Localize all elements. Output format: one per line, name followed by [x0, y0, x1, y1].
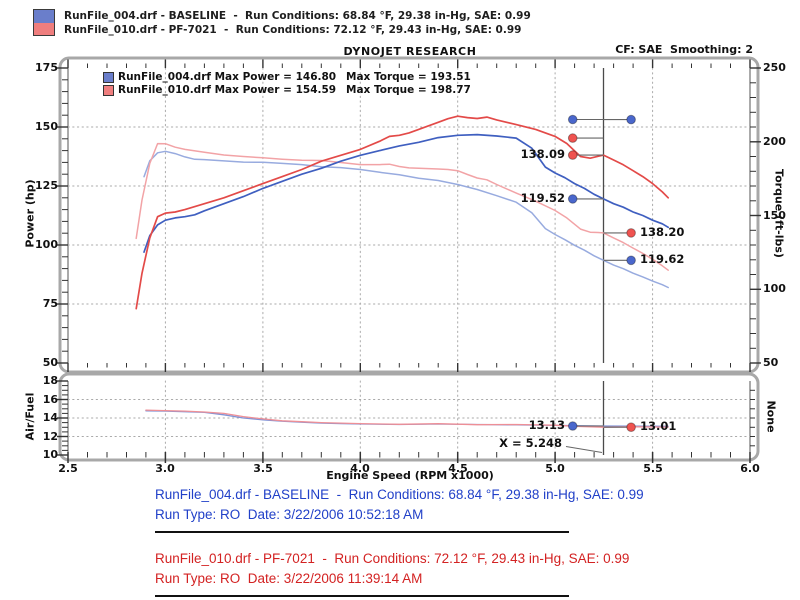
cursor-dot [626, 228, 636, 238]
power-axis-label: Power (hp) [23, 179, 37, 248]
max-values-row-2: RunFile_010.drf Max Power = 154.59 Max T… [103, 84, 471, 96]
engine-speed-axis-label: Engine Speed (RPM x1000) [326, 469, 494, 482]
run1-legend-swatch [103, 71, 114, 83]
run1-legend-line: RunFile_004.drf - BASELINE - Run Conditi… [64, 10, 531, 22]
torque-axis-label: Torque (ft-lbs) [772, 169, 786, 258]
runfile-004-drf-torque [143, 150, 669, 289]
divider [155, 595, 569, 597]
none-axis-label: None [764, 400, 778, 433]
runfile-010-drf-a-f [145, 409, 669, 428]
cursor-dot [567, 114, 578, 125]
runfile-004-drf-power [143, 133, 670, 253]
run1-details-line2: Run Type: RO Date: 3/22/2006 10:52:18 AM [155, 507, 424, 522]
correction-factor-label: CF: SAE Smoothing: 2 [615, 43, 753, 56]
cursor-dot [626, 422, 636, 433]
run2-max-power: RunFile_010.drf Max Power = 154.59 [118, 84, 337, 96]
run2-max-torque: Max Torque = 198.77 [346, 84, 471, 96]
max-values-legend: RunFile_004.drf Max Power = 146.80 Max T… [103, 71, 471, 97]
cursor-dot [567, 194, 578, 204]
run1-color [34, 10, 54, 23]
run2-legend-swatch [103, 84, 114, 96]
run2-color [34, 22, 54, 35]
run2-legend-line: RunFile_010.drf - PF-7021 - Run Conditio… [64, 24, 522, 36]
airfuel-axis-label: Air/Fuel [23, 392, 37, 441]
cursor-dot [626, 114, 636, 125]
cursor-dot [567, 133, 578, 143]
run-legend-lines: RunFile_004.drf - BASELINE - Run Conditi… [64, 9, 531, 37]
run2-details-line2: Run Type: RO Date: 3/22/2006 11:39:14 AM [155, 571, 423, 586]
run1-max-power: RunFile_004.drf Max Power = 146.80 [118, 71, 337, 83]
max-values-row-1: RunFile_004.drf Max Power = 146.80 Max T… [103, 71, 471, 83]
cursor-x-annotation: X = 5.248 [499, 436, 562, 450]
run-color-swatch [33, 9, 55, 36]
run-legend: RunFile_004.drf - BASELINE - Run Conditi… [33, 9, 531, 37]
run1-max-torque: Max Torque = 193.51 [346, 71, 471, 83]
divider [155, 531, 569, 533]
cursor-dot [567, 421, 578, 431]
run-details: RunFile_004.drf - BASELINE - Run Conditi… [155, 485, 644, 600]
page-title: DYNOJET RESEARCH [343, 45, 477, 58]
cursor-dot [626, 255, 636, 266]
run1-details-line1: RunFile_004.drf - BASELINE - Run Conditi… [155, 487, 644, 502]
cursor-dot [567, 150, 578, 160]
run2-details-line1: RunFile_010.drf - PF-7021 - Run Conditio… [155, 551, 630, 566]
